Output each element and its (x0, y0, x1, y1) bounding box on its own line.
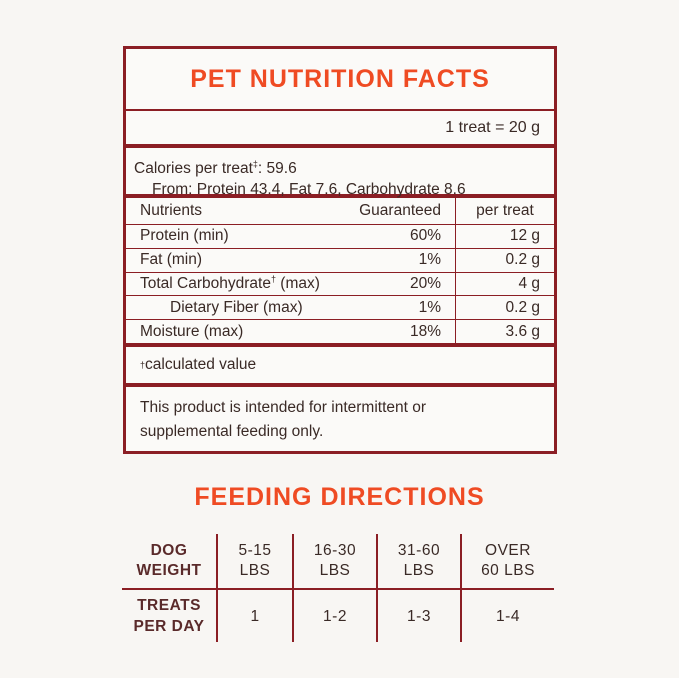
nutrient-per-treat: 3.6 g (455, 319, 554, 348)
header-nutrients: Nutrients (126, 198, 321, 225)
header-guaranteed: Guaranteed (321, 198, 456, 225)
calories-section: Calories per treat‡: 59.6 From: Protein … (126, 148, 554, 198)
treats-row: TREATS PER DAY 1 1-2 1-3 1-4 (122, 589, 554, 642)
nutrient-per-treat: 0.2 g (455, 248, 554, 273)
nutrient-guaranteed: 1% (321, 248, 456, 273)
treats-cell: 1-3 (376, 589, 461, 642)
weight-cell: 31-60 LBS (376, 534, 461, 590)
weight-cell: OVER 60 LBS (460, 534, 554, 590)
nutrient-guaranteed: 60% (321, 224, 456, 249)
table-row: Dietary Fiber (max) 1% 0.2 g (126, 295, 554, 321)
feeding-disclaimer: This product is intended for intermitten… (140, 398, 427, 440)
weight-row: DOG WEIGHT 5-15 LBS 16-30 LBS 31-60 LBS … (122, 534, 554, 590)
nutrient-guaranteed: 1% (321, 295, 456, 321)
nutrient-guaranteed: 18% (321, 319, 456, 348)
nutrient-name: Dietary Fiber (max) (126, 295, 321, 321)
serving-size: 1 treat = 20 g (126, 111, 554, 148)
footnote: † calculated value (126, 347, 554, 387)
treats-cell: 1-4 (460, 589, 554, 642)
nutrient-per-treat: 0.2 g (455, 295, 554, 321)
treats-label: TREATS PER DAY (133, 597, 205, 635)
treats-cell: 1-2 (292, 589, 377, 642)
nutrients-table: Nutrients Guaranteed per treat Protein (… (126, 198, 554, 348)
nutrition-facts-panel: PET NUTRITION FACTS 1 treat = 20 g Calor… (123, 46, 557, 454)
feeding-table: DOG WEIGHT 5-15 LBS 16-30 LBS 31-60 LBS … (122, 534, 554, 642)
nutrient-name: Total Carbohydrate† (max) (126, 272, 321, 297)
weight-label: DOG WEIGHT (122, 534, 217, 590)
nutrient-name: Moisture (max) (126, 319, 321, 348)
nutrient-per-treat: 12 g (455, 224, 554, 249)
weight-cell: 16-30 LBS (292, 534, 377, 590)
table-row: Total Carbohydrate† (max) 20% 4 g (126, 272, 554, 297)
nutrient-per-treat: 4 g (455, 272, 554, 297)
table-header-row: Nutrients Guaranteed per treat (126, 198, 554, 225)
table-row: Protein (min) 60% 12 g (126, 224, 554, 249)
table-row: Fat (min) 1% 0.2 g (126, 248, 554, 273)
header-per-treat: per treat (455, 198, 554, 225)
table-row: Moisture (max) 18% 3.6 g (126, 319, 554, 348)
nutrient-name: Fat (min) (126, 248, 321, 273)
calories-from: From: Protein 43.4, Fat 7.6, Carbohydrat… (152, 181, 466, 199)
nutrition-title: PET NUTRITION FACTS (126, 49, 554, 111)
treats-cell: 1 (216, 589, 293, 642)
weight-cell: 5-15 LBS (216, 534, 293, 590)
nutrient-name: Protein (min) (126, 224, 321, 249)
feeding-title: FEEDING DIRECTIONS (194, 483, 485, 511)
nutrient-guaranteed: 20% (321, 272, 456, 297)
calories-per-treat: Calories per treat‡: 59.6 (134, 159, 297, 178)
